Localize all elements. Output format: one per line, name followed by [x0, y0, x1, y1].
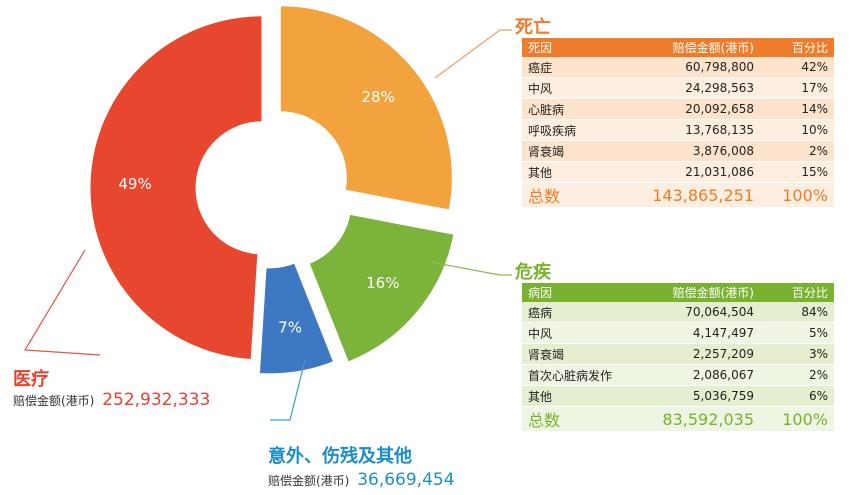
critical-table-row: 首次心脏病发作 2,086,067 2%: [522, 364, 834, 386]
accident-title: 意外、伤残及其他: [268, 446, 412, 467]
death-cell-cause: 肾衰竭: [522, 140, 610, 162]
death-total-row: 总数 143,865,251 100%: [522, 182, 834, 207]
critical-cell-amount: 70,064,504: [632, 302, 760, 323]
death-cell-cause: 心脏病: [522, 98, 610, 120]
donut-slice: [89, 15, 263, 361]
death-cell-amount: 13,768,135: [610, 119, 760, 141]
medical-title: 医疗: [13, 369, 49, 390]
death-cell-amount: 60,798,800: [610, 57, 760, 78]
leader-line-accident: [270, 359, 306, 421]
accident-amount-label: 赔偿金额(港币): [268, 474, 350, 488]
slice-label: 16%: [366, 274, 399, 292]
accident-amount: 36,669,454: [357, 470, 455, 490]
critical-cell-pct: 2%: [760, 364, 834, 386]
critical-cell-amount: 4,147,497: [632, 322, 760, 344]
critical-title: 危疾: [515, 262, 551, 283]
death-cell-pct: 42%: [760, 57, 834, 78]
accident-amount-row: 赔偿金额(港币) 36,669,454: [268, 470, 455, 490]
death-table-row: 其他 21,031,086 15%: [522, 161, 834, 183]
critical-header-cause: 病因: [528, 286, 553, 300]
death-table-row: 呼吸疾病 13,768,135 10%: [522, 119, 834, 141]
critical-cell-pct: 5%: [760, 322, 834, 344]
medical-amount: 252,932,333: [102, 390, 211, 410]
donut-slice: [308, 213, 455, 363]
slice-label: 7%: [278, 318, 302, 336]
death-cell-amount: 20,092,658: [610, 98, 760, 120]
critical-header-pct: 百分比: [791, 286, 828, 300]
death-table-row: 中风 24,298,563 17%: [522, 77, 834, 99]
death-table-row: 肾衰竭 3,876,008 2%: [522, 140, 834, 162]
critical-cell-cause: 肾衰竭: [522, 343, 632, 365]
death-cell-amount: 24,298,563: [610, 77, 760, 99]
slice-label: 28%: [362, 88, 395, 106]
critical-cell-cause: 中风: [522, 322, 632, 344]
critical-table-row: 其他 5,036,759 6%: [522, 385, 834, 407]
medical-amount-row: 赔偿金额(港币) 252,932,333: [13, 390, 210, 410]
critical-table-row: 中风 4,147,497 5%: [522, 322, 834, 344]
critical-total-row: 总数 83,592,035 100%: [522, 406, 834, 431]
death-table-header: 死因 赔偿金额(港币) 百分比: [522, 38, 834, 57]
critical-table-header: 病因 赔偿金额(港币) 百分比: [522, 283, 834, 302]
critical-cell-cause: 首次心脏病发作: [522, 364, 632, 386]
death-cell-cause: 呼吸疾病: [522, 119, 610, 141]
death-title: 死亡: [515, 17, 551, 38]
critical-cell-pct: 3%: [760, 343, 834, 365]
death-header-cause: 死因: [528, 41, 553, 55]
leader-line-medical: [23, 249, 101, 356]
critical-total-label: 总数: [528, 411, 561, 430]
critical-cell-amount: 2,086,067: [632, 364, 760, 386]
death-total-pct: 100%: [782, 185, 828, 205]
critical-cell-cause: 癌病: [522, 302, 632, 323]
critical-cell-amount: 5,036,759: [632, 385, 760, 407]
critical-table-row: 肾衰竭 2,257,209 3%: [522, 343, 834, 365]
donut-slice: [258, 262, 335, 375]
critical-cell-amount: 2,257,209: [632, 343, 760, 365]
slice-label: 49%: [118, 175, 151, 193]
death-table: 死因 赔偿金额(港币) 百分比 癌症 60,798,800 42% 中风 24,298,…: [522, 38, 834, 207]
death-cell-pct: 17%: [760, 77, 834, 99]
critical-table-row: 癌病 70,064,504 84%: [522, 302, 834, 323]
death-table-row: 心脏病 20,092,658 14%: [522, 98, 834, 120]
medical-amount-label: 赔偿金额(港币): [13, 394, 95, 408]
death-cell-amount: 21,031,086: [610, 161, 760, 183]
death-cell-pct: 15%: [760, 161, 834, 183]
death-total-amount: 143,865,251: [652, 185, 754, 205]
critical-header-amount: 赔偿金额(港币): [672, 286, 754, 300]
death-header-pct: 百分比: [791, 41, 828, 55]
death-header-amount: 赔偿金额(港币): [672, 41, 754, 55]
death-total-label: 总数: [528, 187, 561, 206]
critical-cell-pct: 6%: [760, 385, 834, 407]
death-table-row: 癌症 60,798,800 42%: [522, 57, 834, 78]
death-cell-pct: 14%: [760, 98, 834, 120]
donut-slice: [279, 5, 453, 211]
critical-total-pct: 100%: [782, 409, 828, 429]
critical-cell-pct: 84%: [760, 302, 834, 323]
critical-total-amount: 83,592,035: [662, 409, 754, 429]
leader-line-death: [434, 29, 512, 79]
death-cell-pct: 10%: [760, 119, 834, 141]
death-cell-cause: 中风: [522, 77, 610, 99]
death-cell-cause: 其他: [522, 161, 610, 183]
death-cell-cause: 癌症: [522, 57, 610, 78]
death-cell-pct: 2%: [760, 140, 834, 162]
critical-table: 病因 赔偿金额(港币) 百分比 癌病 70,064,504 84% 中风 4,147,4…: [522, 283, 834, 431]
leader-line-critical: [429, 261, 512, 276]
death-cell-amount: 3,876,008: [610, 140, 760, 162]
critical-cell-cause: 其他: [522, 385, 632, 407]
